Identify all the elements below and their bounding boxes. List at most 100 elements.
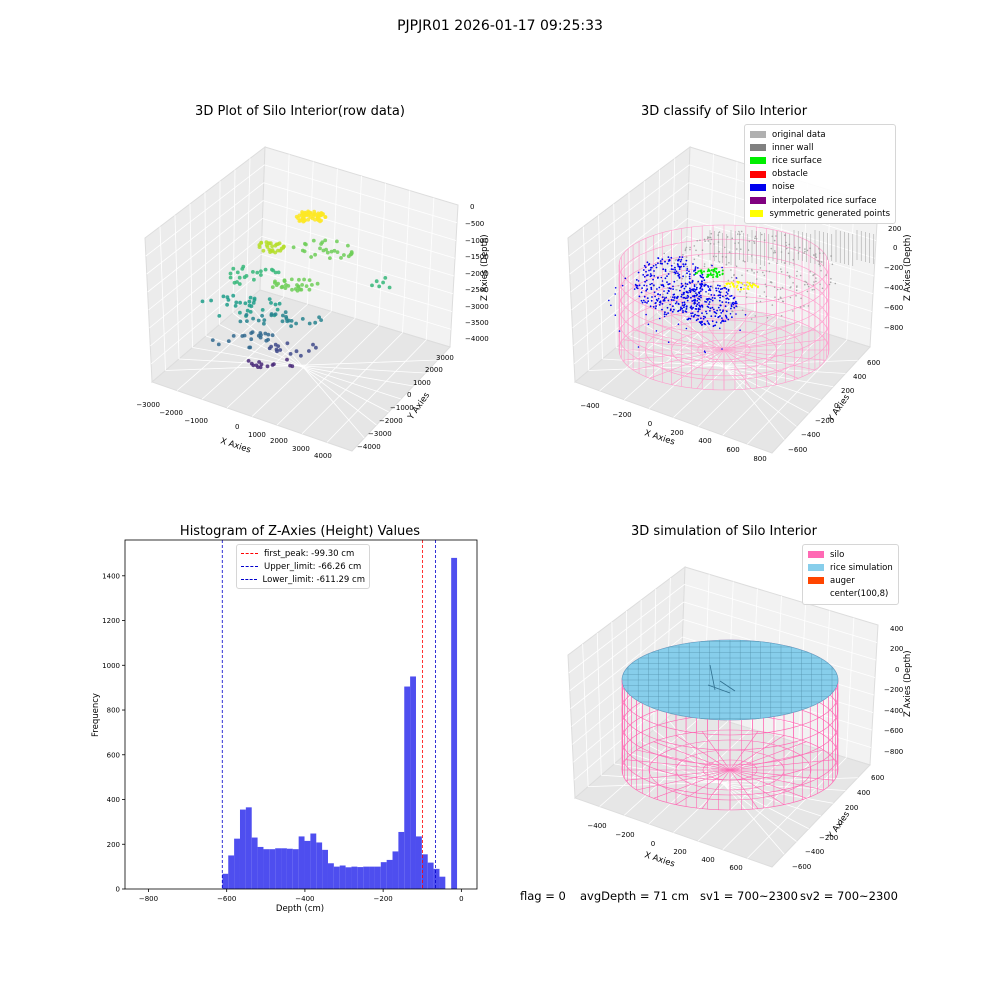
data-point bbox=[792, 310, 794, 312]
data-point bbox=[666, 292, 669, 295]
data-point bbox=[710, 269, 713, 272]
data-point bbox=[682, 275, 684, 278]
y-tick-label: −4000 bbox=[357, 443, 381, 451]
data-point bbox=[270, 333, 275, 338]
data-point bbox=[693, 245, 696, 247]
data-point bbox=[718, 231, 721, 233]
data-point bbox=[283, 310, 288, 315]
data-point bbox=[781, 300, 784, 303]
data-point bbox=[718, 274, 721, 276]
grid-line bbox=[643, 181, 645, 325]
data-point bbox=[644, 280, 646, 283]
data-point bbox=[750, 318, 753, 320]
data-point bbox=[819, 265, 821, 267]
data-point bbox=[265, 364, 270, 369]
data-point bbox=[720, 312, 723, 314]
data-point bbox=[672, 296, 674, 299]
data-point bbox=[714, 297, 716, 299]
data-point bbox=[681, 293, 683, 296]
histogram-bar bbox=[316, 842, 323, 889]
data-point bbox=[834, 282, 837, 285]
data-point bbox=[732, 279, 735, 282]
data-point bbox=[821, 287, 824, 290]
z-tick-label: −200 bbox=[884, 264, 903, 272]
data-point bbox=[682, 254, 684, 256]
data-point bbox=[725, 297, 728, 300]
data-point bbox=[637, 271, 640, 274]
data-point bbox=[730, 281, 733, 284]
data-point bbox=[295, 283, 299, 287]
status-avg-depth: avgDepth = 71 cm bbox=[580, 889, 689, 903]
data-point bbox=[698, 292, 701, 295]
data-point bbox=[387, 285, 392, 290]
data-point bbox=[694, 266, 697, 268]
data-point bbox=[673, 297, 676, 299]
data-point bbox=[707, 236, 709, 238]
data-point bbox=[286, 284, 291, 288]
data-point bbox=[717, 271, 720, 274]
grid-line bbox=[657, 169, 660, 314]
data-point bbox=[304, 242, 308, 247]
data-point bbox=[701, 249, 704, 251]
data-point bbox=[318, 246, 322, 251]
data-point bbox=[728, 251, 731, 253]
data-point bbox=[657, 257, 660, 260]
data-point bbox=[689, 248, 691, 251]
data-point bbox=[745, 284, 748, 286]
data-point bbox=[645, 274, 648, 277]
data-point bbox=[317, 315, 321, 320]
data-point bbox=[714, 315, 717, 318]
data-point bbox=[635, 279, 638, 281]
data-point bbox=[643, 295, 646, 298]
histogram-bar bbox=[374, 866, 381, 889]
data-point bbox=[270, 267, 274, 272]
data-point bbox=[830, 255, 832, 257]
data-point bbox=[764, 283, 767, 286]
data-point bbox=[641, 301, 644, 304]
data-point bbox=[673, 262, 676, 265]
data-point bbox=[653, 284, 655, 287]
data-point bbox=[699, 322, 702, 325]
data-point bbox=[653, 275, 656, 277]
data-point bbox=[228, 271, 233, 276]
data-point bbox=[614, 287, 617, 289]
histogram-bar bbox=[433, 868, 440, 889]
data-point bbox=[672, 305, 674, 308]
data-point bbox=[342, 253, 346, 257]
histogram-bar bbox=[239, 809, 246, 889]
data-point bbox=[681, 256, 684, 258]
data-point bbox=[798, 246, 801, 249]
data-point bbox=[735, 300, 737, 303]
data-point bbox=[256, 318, 261, 323]
data-point bbox=[321, 248, 326, 253]
data-point bbox=[695, 305, 698, 308]
data-point bbox=[814, 273, 816, 275]
data-point bbox=[262, 318, 267, 322]
data-point bbox=[737, 233, 739, 235]
data-point bbox=[323, 215, 328, 219]
data-point bbox=[233, 304, 238, 308]
data-point bbox=[656, 288, 658, 290]
data-point bbox=[780, 271, 783, 273]
data-point bbox=[235, 280, 239, 284]
data-point bbox=[641, 287, 643, 289]
classify-legend: original data inner wall rice surface ob… bbox=[744, 124, 896, 225]
x-tick-label: 4000 bbox=[314, 452, 332, 460]
data-point bbox=[825, 274, 828, 276]
data-point bbox=[655, 330, 658, 332]
data-point bbox=[699, 283, 702, 286]
data-point bbox=[633, 288, 636, 290]
data-point bbox=[749, 283, 752, 286]
data-point bbox=[725, 317, 728, 319]
legend-line bbox=[241, 579, 257, 580]
data-point bbox=[257, 360, 261, 364]
data-point bbox=[789, 276, 791, 279]
data-point bbox=[680, 265, 682, 268]
data-point bbox=[697, 282, 699, 284]
data-point bbox=[709, 307, 712, 310]
histogram-bar bbox=[228, 855, 235, 889]
data-point bbox=[655, 305, 657, 307]
data-point bbox=[804, 250, 806, 253]
data-point bbox=[699, 290, 702, 293]
data-point bbox=[773, 286, 776, 288]
